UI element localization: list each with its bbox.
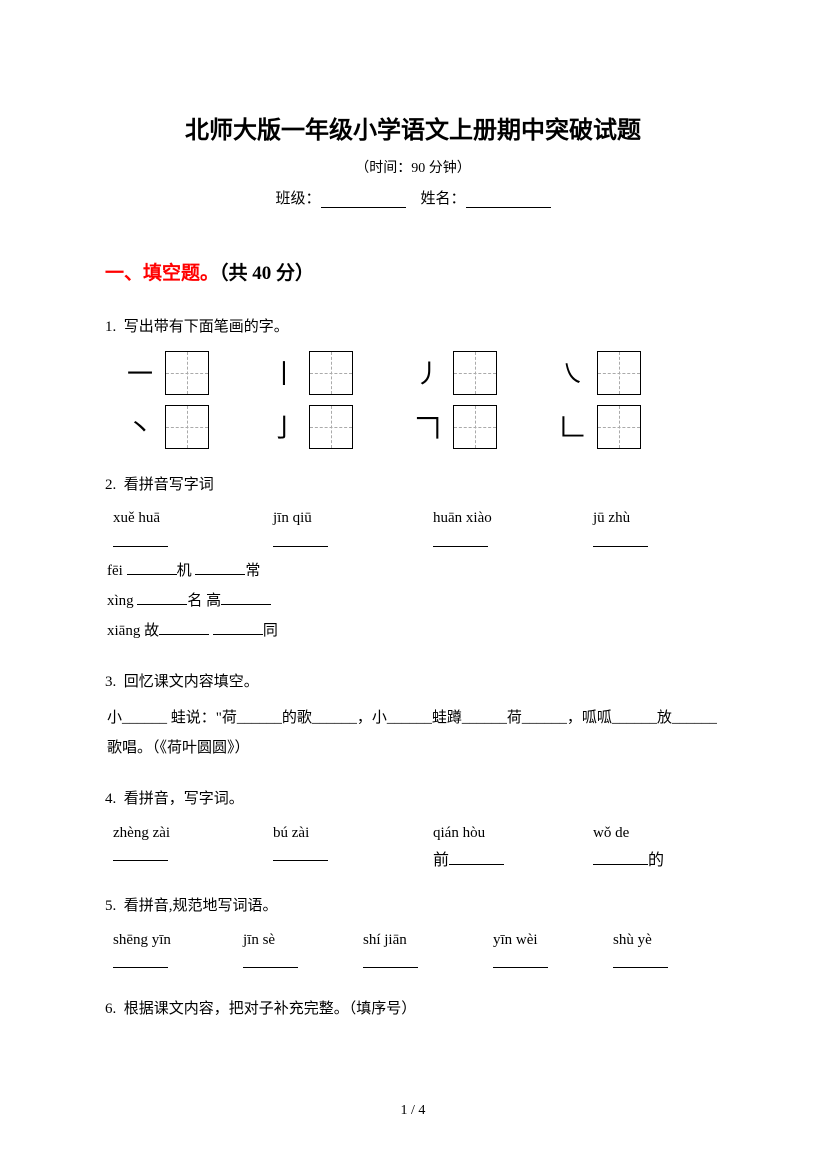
q2-fei: fēi: [107, 563, 123, 579]
answer-blank[interactable]: [593, 532, 648, 547]
answer-blank[interactable]: [433, 532, 488, 547]
info-line: 班级： 姓名：: [105, 187, 721, 208]
pinyin: qián hòu: [433, 821, 543, 847]
class-blank[interactable]: [321, 192, 406, 208]
q4-num: 4.: [105, 791, 116, 807]
answer-blank[interactable]: [195, 560, 245, 575]
pinyin: shí jiān: [363, 928, 458, 954]
question-4: 4. 看拼音，写字词。 zhèng zài bú zài qián hòu wǒ…: [105, 787, 721, 870]
page-title: 北师大版一年级小学语文上册期中突破试题: [105, 110, 721, 145]
stroke-glyph: 𠃊: [557, 408, 587, 445]
answer-blank[interactable]: [113, 532, 168, 547]
pinyin: shù yè: [613, 928, 698, 954]
section-1-header: 一、填空题。（共 40 分）: [105, 258, 721, 285]
char-box[interactable]: [597, 351, 641, 395]
char-box[interactable]: [453, 405, 497, 449]
q1-text: 写出带有下面笔画的字。: [124, 319, 289, 335]
q6-text: 根据课文内容，把对子补充完整。（填序号）: [124, 1001, 417, 1017]
q2-xianggu: xiāng 故: [107, 623, 159, 639]
q4-qian: 前: [433, 852, 449, 869]
answer-blank[interactable]: [273, 532, 328, 547]
page-number: 1 / 4: [0, 1103, 826, 1119]
stroke-row-2: 丶 亅 𠃍 𠃊: [125, 405, 721, 449]
pinyin: wǒ de: [593, 821, 703, 847]
pinyin: xuě huā: [113, 506, 223, 532]
stroke-glyph: 丨: [269, 354, 299, 391]
char-box[interactable]: [309, 405, 353, 449]
q2-tong: 同: [263, 623, 278, 639]
answer-blank[interactable]: [493, 953, 548, 968]
answer-blank[interactable]: [113, 846, 168, 861]
stroke-glyph: 一: [125, 354, 155, 391]
q2-xing: xìng: [107, 593, 134, 609]
section-1-prefix: 一、填空题。: [105, 263, 219, 284]
q3-body: 小______ 蛙说："荷______的歌______，小______蛙蹲___…: [107, 703, 721, 763]
pinyin: zhèng zài: [113, 821, 223, 847]
q5-text: 看拼音,规范地写词语。: [124, 898, 278, 914]
answer-blank[interactable]: [221, 590, 271, 605]
answer-blank[interactable]: [113, 953, 168, 968]
answer-blank[interactable]: [213, 620, 263, 635]
char-box[interactable]: [165, 405, 209, 449]
pinyin: jīn qiū: [273, 506, 383, 532]
pinyin: yīn wèi: [493, 928, 578, 954]
char-box[interactable]: [597, 405, 641, 449]
char-box[interactable]: [453, 351, 497, 395]
pinyin: jīn sè: [243, 928, 328, 954]
answer-blank[interactable]: [243, 953, 298, 968]
question-2: 2. 看拼音写字词 xuě huā jīn qiū huān xiào jū z…: [105, 473, 721, 646]
answer-blank[interactable]: [137, 590, 187, 605]
q5-num: 5.: [105, 898, 116, 914]
question-3: 3. 回忆课文内容填空。 小______ 蛙说："荷______的歌______…: [105, 670, 721, 764]
q2-chang: 常: [245, 563, 260, 579]
char-box[interactable]: [309, 351, 353, 395]
section-1-points: （共 40 分）: [219, 263, 314, 284]
char-box[interactable]: [165, 351, 209, 395]
answer-blank[interactable]: [273, 846, 328, 861]
name-blank[interactable]: [466, 192, 551, 208]
q3-text: 回忆课文内容填空。: [124, 674, 259, 690]
question-6: 6. 根据课文内容，把对子补充完整。（填序号）: [105, 997, 721, 1023]
q4-de: 的: [648, 852, 664, 869]
pinyin: bú zài: [273, 821, 383, 847]
answer-blank[interactable]: [159, 620, 209, 635]
q3-num: 3.: [105, 674, 116, 690]
stroke-glyph: 亅: [269, 408, 299, 445]
stroke-glyph: ㇏: [557, 354, 587, 391]
answer-blank[interactable]: [593, 850, 648, 865]
stroke-glyph: 丶: [125, 408, 155, 445]
name-label: 姓名：: [421, 191, 466, 207]
stroke-glyph: 𠃍: [413, 408, 443, 445]
pinyin: huān xiào: [433, 506, 543, 532]
q2-ji: 机: [177, 563, 192, 579]
q2-minggao: 名 高: [187, 593, 221, 609]
answer-blank[interactable]: [127, 560, 177, 575]
q4-text: 看拼音，写字词。: [124, 791, 244, 807]
answer-blank[interactable]: [613, 953, 668, 968]
q1-num: 1.: [105, 319, 116, 335]
stroke-glyph: 丿: [413, 354, 443, 391]
pinyin: shēng yīn: [113, 928, 208, 954]
class-label: 班级：: [275, 191, 320, 207]
stroke-row-1: 一 丨 丿 ㇏: [125, 351, 721, 395]
answer-blank[interactable]: [449, 850, 504, 865]
time-subtitle: （时间：90 分钟）: [105, 157, 721, 177]
answer-blank[interactable]: [363, 953, 418, 968]
pinyin: jū zhù: [593, 506, 703, 532]
q2-text: 看拼音写字词: [124, 477, 214, 493]
question-5: 5. 看拼音,规范地写词语。 shēng yīn jīn sè shí jiān…: [105, 894, 721, 973]
q2-num: 2.: [105, 477, 116, 493]
question-1: 1. 写出带有下面笔画的字。 一 丨 丿 ㇏ 丶 亅 𠃍 𠃊: [105, 315, 721, 449]
q6-num: 6.: [105, 1001, 116, 1017]
